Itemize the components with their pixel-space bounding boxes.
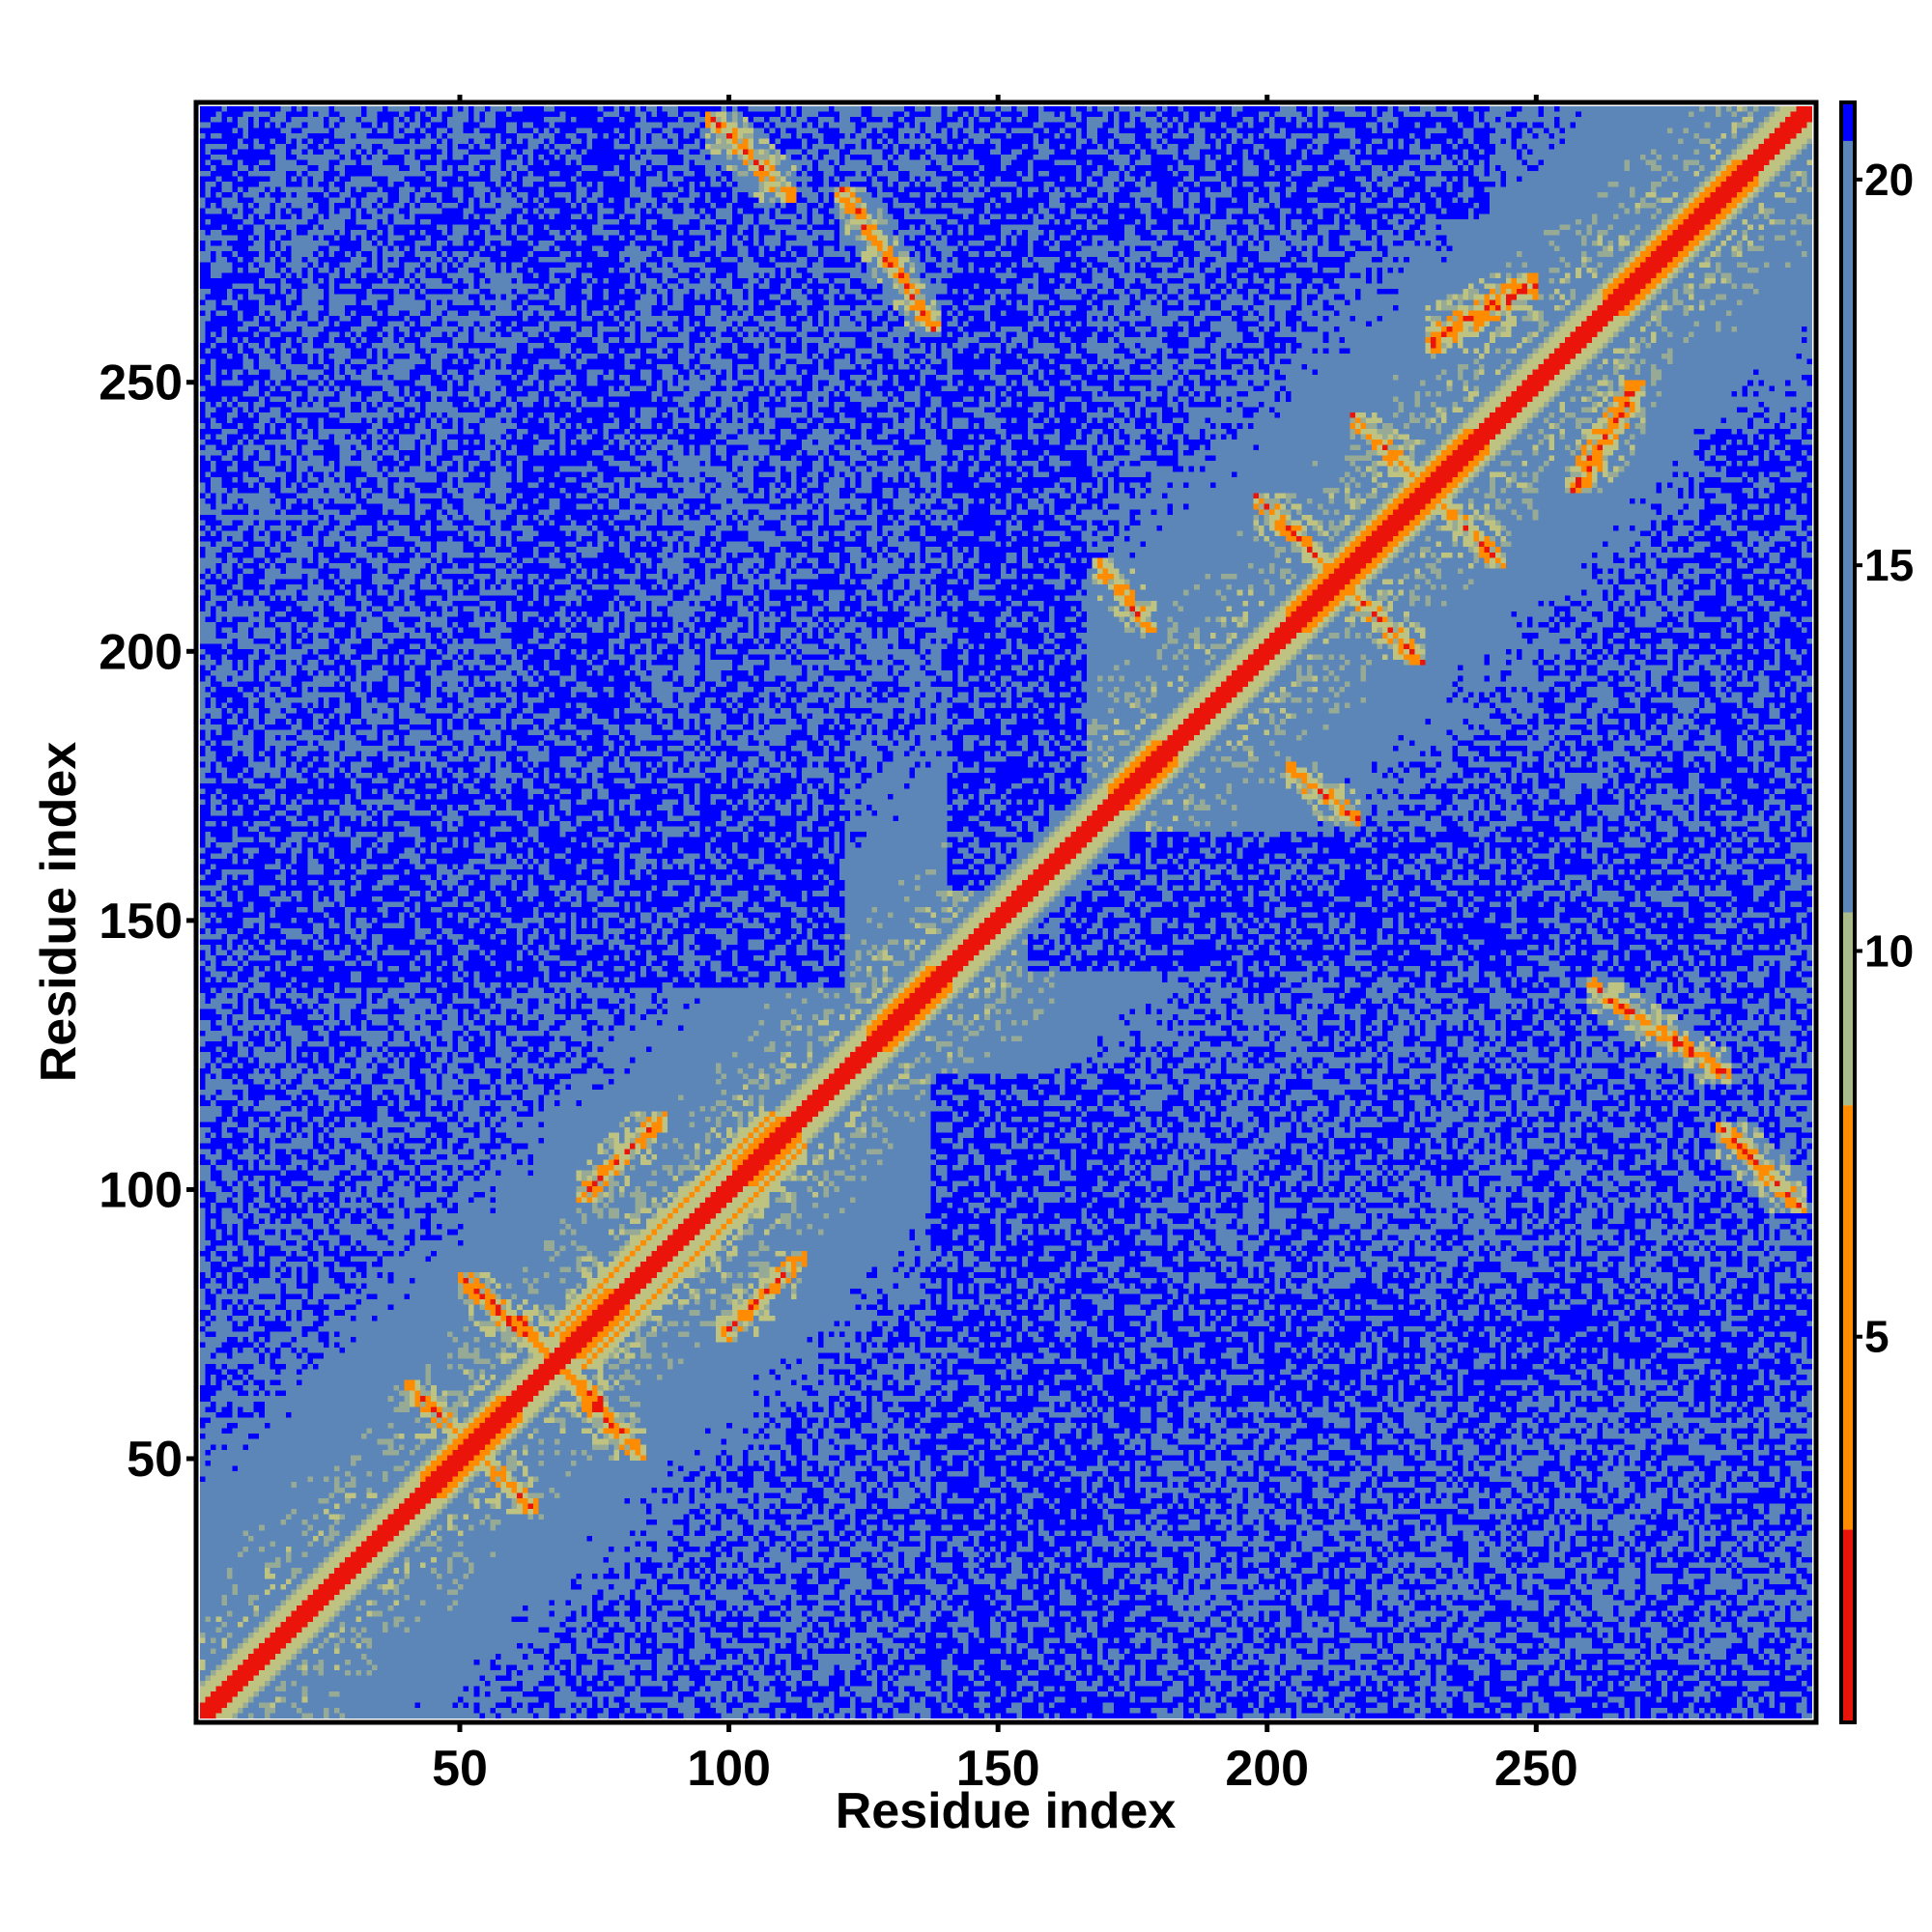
heatmap-cells (200, 106, 1812, 1719)
x-tick-label: 50 (432, 1741, 488, 1797)
x-axis-label: Residue index (836, 1783, 1177, 1839)
colorbar-segment (1841, 1529, 1855, 1722)
colorbar-segment (1841, 102, 1855, 141)
colorbar-tick-label: 10 (1864, 925, 1914, 976)
y-axis: 50 100 150 200 250 (99, 355, 196, 1488)
colorbar-tick-label: 15 (1864, 540, 1914, 590)
y-axis-label: Residue index (31, 742, 87, 1083)
y-tick-label: 150 (99, 894, 183, 950)
y-tick-label: 100 (99, 1162, 183, 1218)
colorbar-frame (1839, 100, 1857, 1724)
colorbar-segment (1841, 912, 1855, 1106)
heatmap-image (200, 106, 1812, 1719)
colorbar-segment (1841, 1105, 1855, 1530)
x-axis: 50 100 150 200 250 (432, 95, 1578, 1797)
colorbar-tick-label: 5 (1864, 1312, 1889, 1362)
x-tick-label: 250 (1494, 1741, 1578, 1797)
colorbar-tick-label: 20 (1864, 155, 1914, 205)
y-tick-label: 200 (99, 624, 183, 680)
y-tick-label: 250 (99, 355, 183, 412)
x-tick-label: 200 (1225, 1741, 1309, 1797)
x-tick-label: 100 (687, 1741, 771, 1797)
colorbar: 5 10 15 20 (1839, 100, 1914, 1724)
y-tick-label: 50 (127, 1432, 183, 1488)
plot-frame (193, 99, 1819, 1725)
colorbar-segment (1841, 140, 1855, 913)
x-tick-label: 150 (956, 1741, 1040, 1797)
